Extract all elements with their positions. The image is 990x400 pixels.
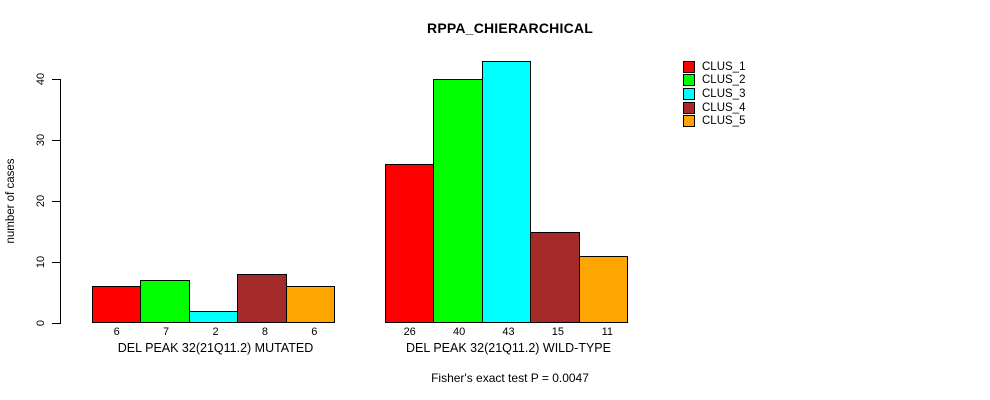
legend-row: CLUS_3 xyxy=(683,87,745,101)
bar-group xyxy=(92,0,335,323)
legend-label: CLUS_1 xyxy=(702,60,746,73)
bar-clus_2 xyxy=(140,280,190,323)
y-axis-label: number of cases xyxy=(5,158,17,244)
bar-value-label: 43 xyxy=(502,326,515,338)
bar-clus_5 xyxy=(285,286,335,323)
bar-value-label: 26 xyxy=(403,326,416,338)
bar-group xyxy=(385,0,628,323)
group-category-label: DEL PEAK 32(21Q11.2) MUTATED xyxy=(117,341,314,355)
bar-value-label: 40 xyxy=(452,326,466,338)
bar-clus_2 xyxy=(433,79,483,323)
bar-value-label: 2 xyxy=(212,326,219,338)
legend-swatch-clus_5 xyxy=(683,115,695,128)
footnote-fisher-test: Fisher's exact test P = 0.0047 xyxy=(431,371,589,385)
legend-row: CLUS_1 xyxy=(683,60,745,74)
bar-value-label: 6 xyxy=(311,326,318,338)
legend-label: CLUS_3 xyxy=(702,87,746,100)
y-tick-label: 40 xyxy=(35,72,47,86)
legend: CLUS_1 CLUS_2 CLUS_3 CLUS_4 CLUS_5 xyxy=(683,60,745,128)
bar-clus_1 xyxy=(92,286,142,323)
bar-clus_4 xyxy=(237,274,287,323)
bar-value-label: 7 xyxy=(163,326,170,338)
y-tick-label: 30 xyxy=(35,133,47,147)
y-tick-label: 10 xyxy=(35,255,47,269)
bar-value-label: 8 xyxy=(261,326,268,338)
bar-value-label: 6 xyxy=(113,326,120,338)
legend-row: CLUS_2 xyxy=(683,74,745,88)
legend-swatch-clus_3 xyxy=(683,87,695,100)
y-tick-label: 20 xyxy=(35,194,47,208)
group-category-label: DEL PEAK 32(21Q11.2) WILD-TYPE xyxy=(406,341,611,355)
legend-label: CLUS_2 xyxy=(702,74,746,87)
y-tick-mark xyxy=(52,200,60,202)
bar-clus_4 xyxy=(530,231,580,323)
legend-swatch-clus_2 xyxy=(683,74,695,87)
legend-swatch-clus_1 xyxy=(683,60,695,73)
bar-clus_5 xyxy=(578,255,628,323)
bar-clus_3 xyxy=(188,310,239,323)
legend-row: CLUS_4 xyxy=(683,101,745,115)
legend-row: CLUS_5 xyxy=(683,114,745,128)
bar-value-label: 15 xyxy=(551,326,565,338)
legend-swatch-clus_4 xyxy=(683,101,695,114)
bar-value-label: 11 xyxy=(601,326,614,338)
y-tick-label: 0 xyxy=(35,319,47,327)
bar-clus_1 xyxy=(385,164,435,323)
y-tick-mark xyxy=(52,139,60,141)
y-axis xyxy=(60,79,61,324)
y-tick-mark xyxy=(52,322,60,324)
chart-title: RPPA_CHIERARCHICAL xyxy=(427,20,593,36)
legend-label: CLUS_4 xyxy=(702,101,746,114)
y-tick-mark xyxy=(52,78,60,80)
bar-clus_3 xyxy=(481,60,532,323)
y-tick-mark xyxy=(52,261,60,263)
legend-label: CLUS_5 xyxy=(702,115,746,128)
